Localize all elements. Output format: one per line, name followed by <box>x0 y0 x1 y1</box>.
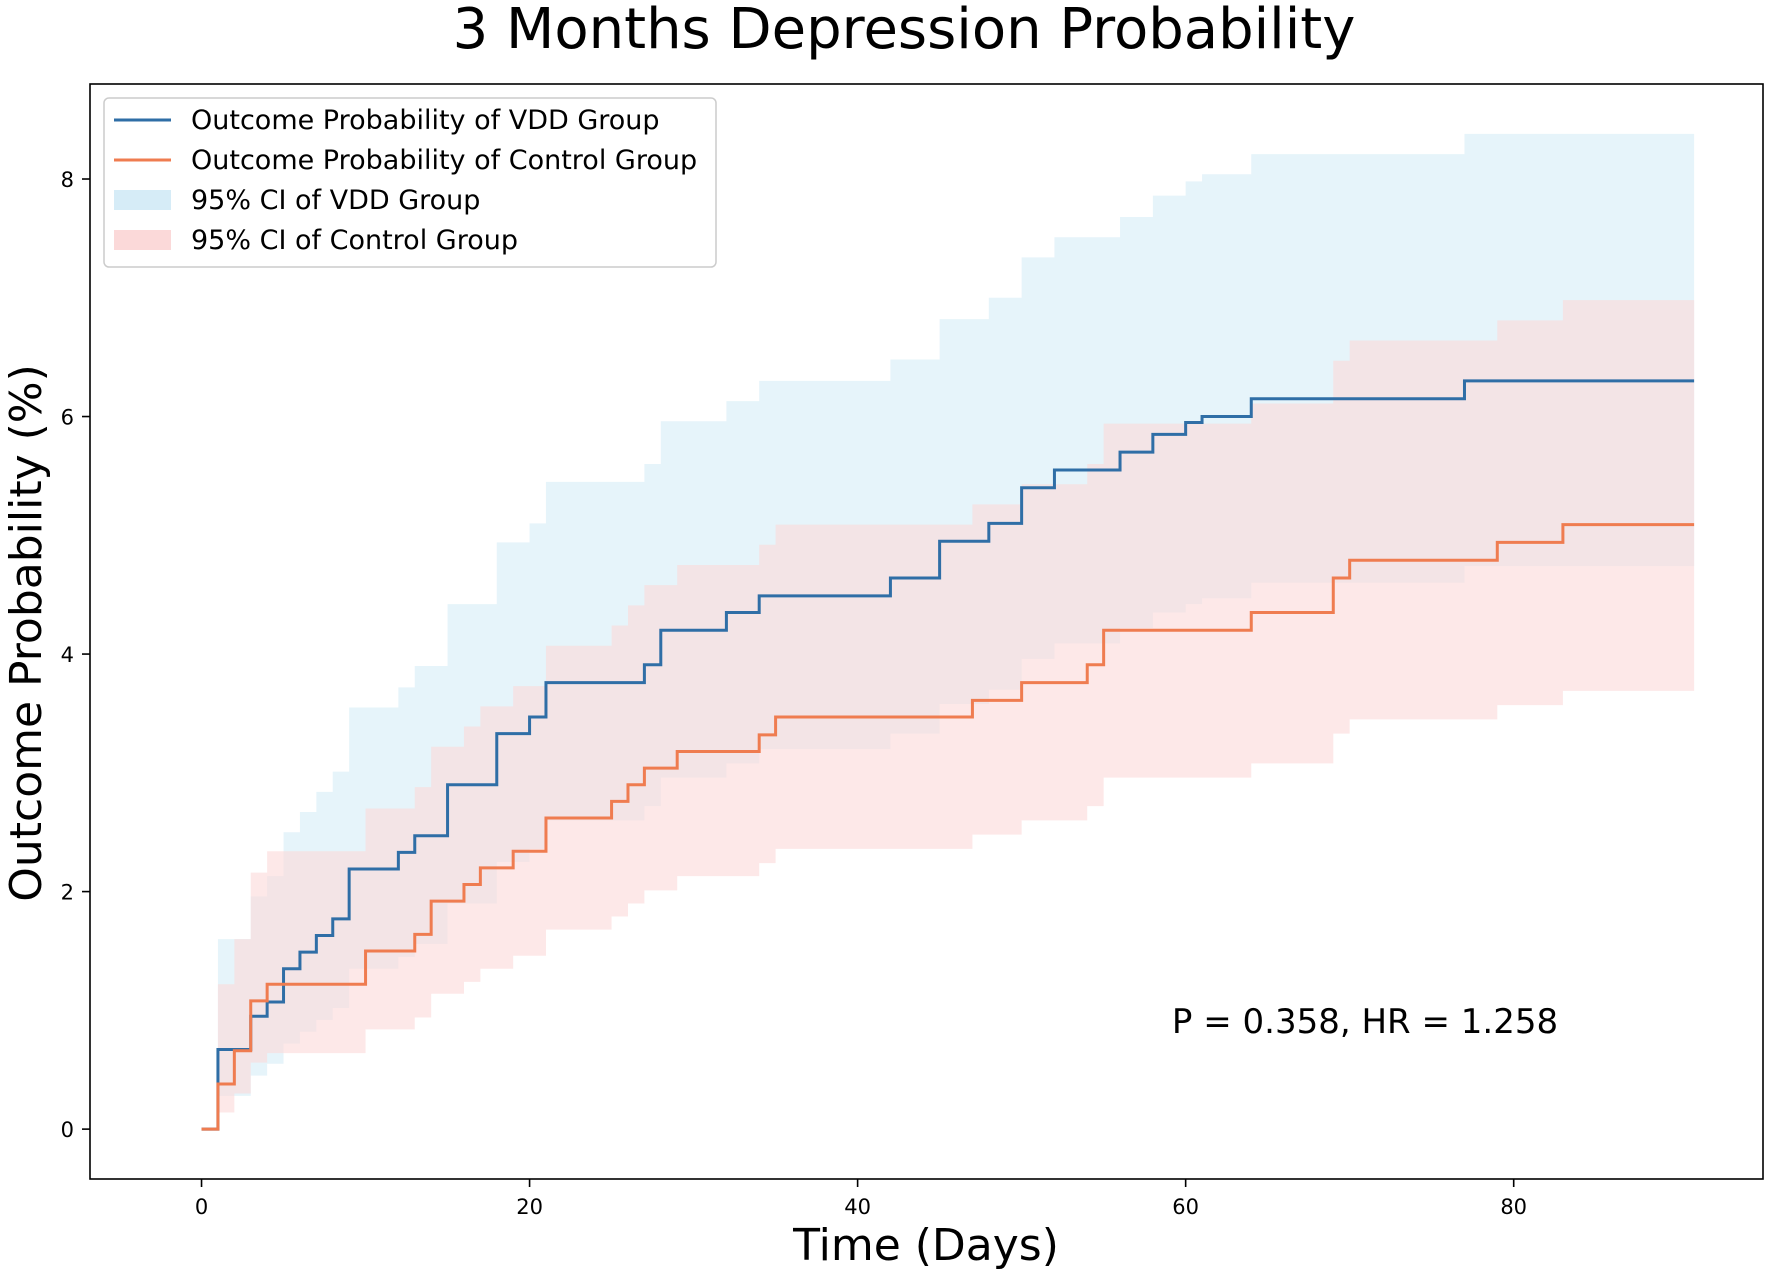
x-tick-label: 80 <box>1500 1195 1527 1219</box>
chart-title: 3 Months Depression Probability <box>453 0 1356 62</box>
y-tick-label: 6 <box>61 406 74 430</box>
y-tick-label: 8 <box>61 168 74 192</box>
ci-bands <box>201 133 1695 1130</box>
95-ci-of-control-group-band <box>201 300 1695 1130</box>
x-tick-label: 40 <box>844 1195 871 1219</box>
y-tick-label: 0 <box>61 1118 74 1142</box>
outcome-probability-of-control-group-line <box>201 523 1695 1131</box>
p-value-annotation: P = 0.358, HR = 1.258 <box>1172 1002 1558 1042</box>
y-axis-label: Outcome Probability (%) <box>1 364 52 902</box>
series-lines <box>201 379 1695 1131</box>
y-axis-ticks: 0 2 4 6 8 <box>61 168 90 1142</box>
outcome-probability-of-vdd-group-line <box>201 379 1695 1131</box>
x-axis-ticks: 0 20 40 60 80 <box>195 1179 1527 1219</box>
legend-swatch-control-ci <box>114 230 171 250</box>
x-tick-label: 0 <box>195 1195 208 1219</box>
y-tick-label: 2 <box>61 881 74 905</box>
legend: Outcome Probability of VDD Group Outcome… <box>103 97 717 268</box>
legend-swatch-vdd-ci <box>114 190 171 210</box>
legend-label-control-ci: 95% CI of Control Group <box>191 225 518 256</box>
legend-box <box>103 97 717 268</box>
x-tick-label: 20 <box>516 1195 543 1219</box>
x-axis-label: Time (Days) <box>792 1220 1059 1271</box>
legend-label-control-line: Outcome Probability of Control Group <box>191 145 697 176</box>
x-tick-label: 60 <box>1172 1195 1199 1219</box>
legend-label-vdd-line: Outcome Probability of VDD Group <box>191 105 660 136</box>
y-tick-label: 4 <box>61 643 74 667</box>
plot-area-frame <box>89 83 1764 1180</box>
legend-label-vdd-ci: 95% CI of VDD Group <box>191 185 480 216</box>
